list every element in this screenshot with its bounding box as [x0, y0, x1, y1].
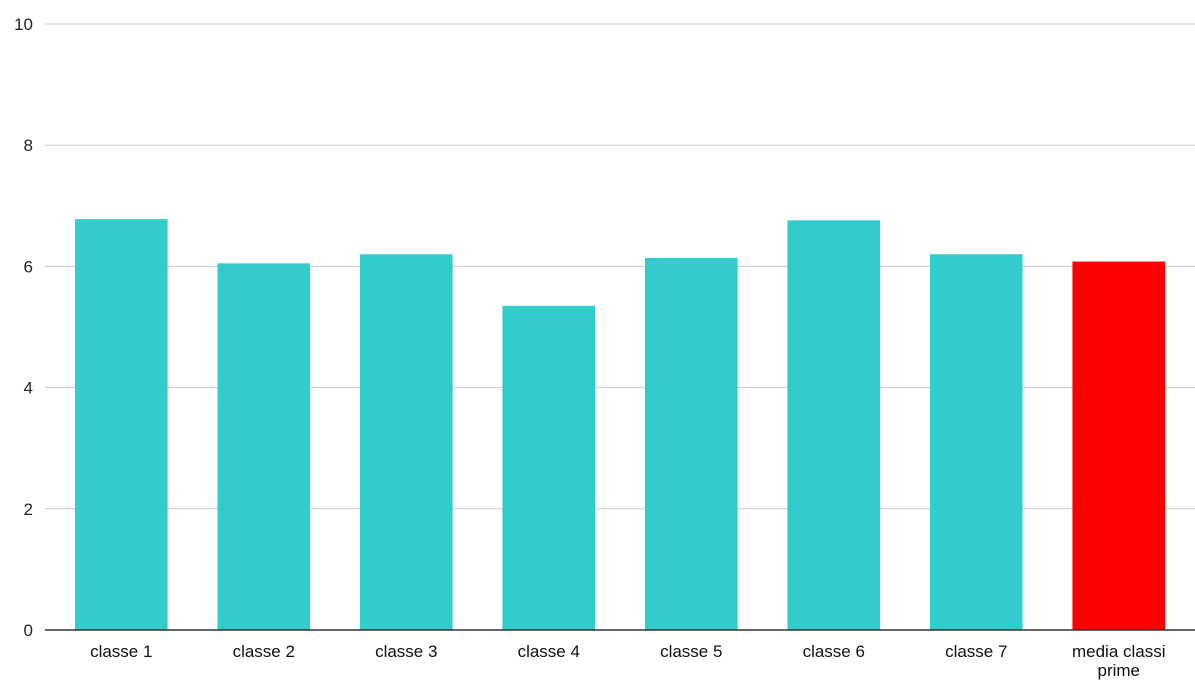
x-category-label: classe 7 [945, 642, 1007, 661]
bar [1072, 261, 1166, 630]
bar [74, 219, 168, 630]
x-category-label: classe 2 [233, 642, 295, 661]
bar [359, 254, 453, 630]
x-axis-labels: classe 1 classe 2 classe 3 classe 4 classe 5… [90, 642, 1165, 680]
x-category-label: classe 5 [660, 642, 722, 661]
x-category-label: classe 6 [803, 642, 865, 661]
y-tick-label: 2 [24, 500, 33, 519]
x-category-label: media classi [1072, 642, 1166, 661]
bar [217, 263, 311, 630]
bar [644, 257, 738, 630]
bars [74, 219, 1166, 630]
y-axis-ticks: 0 2 4 6 8 10 [14, 15, 33, 640]
y-tick-label: 4 [24, 379, 33, 398]
y-tick-label: 6 [24, 257, 33, 276]
y-tick-label: 0 [24, 621, 33, 640]
x-category-label: classe 3 [375, 642, 437, 661]
y-tick-label: 10 [14, 15, 33, 34]
x-category-label: classe 1 [90, 642, 152, 661]
x-category-label: classe 4 [518, 642, 580, 661]
y-tick-label: 8 [24, 136, 33, 155]
bar [787, 220, 881, 630]
bar [929, 254, 1023, 630]
bar [502, 305, 596, 630]
x-category-label: prime [1097, 661, 1140, 680]
